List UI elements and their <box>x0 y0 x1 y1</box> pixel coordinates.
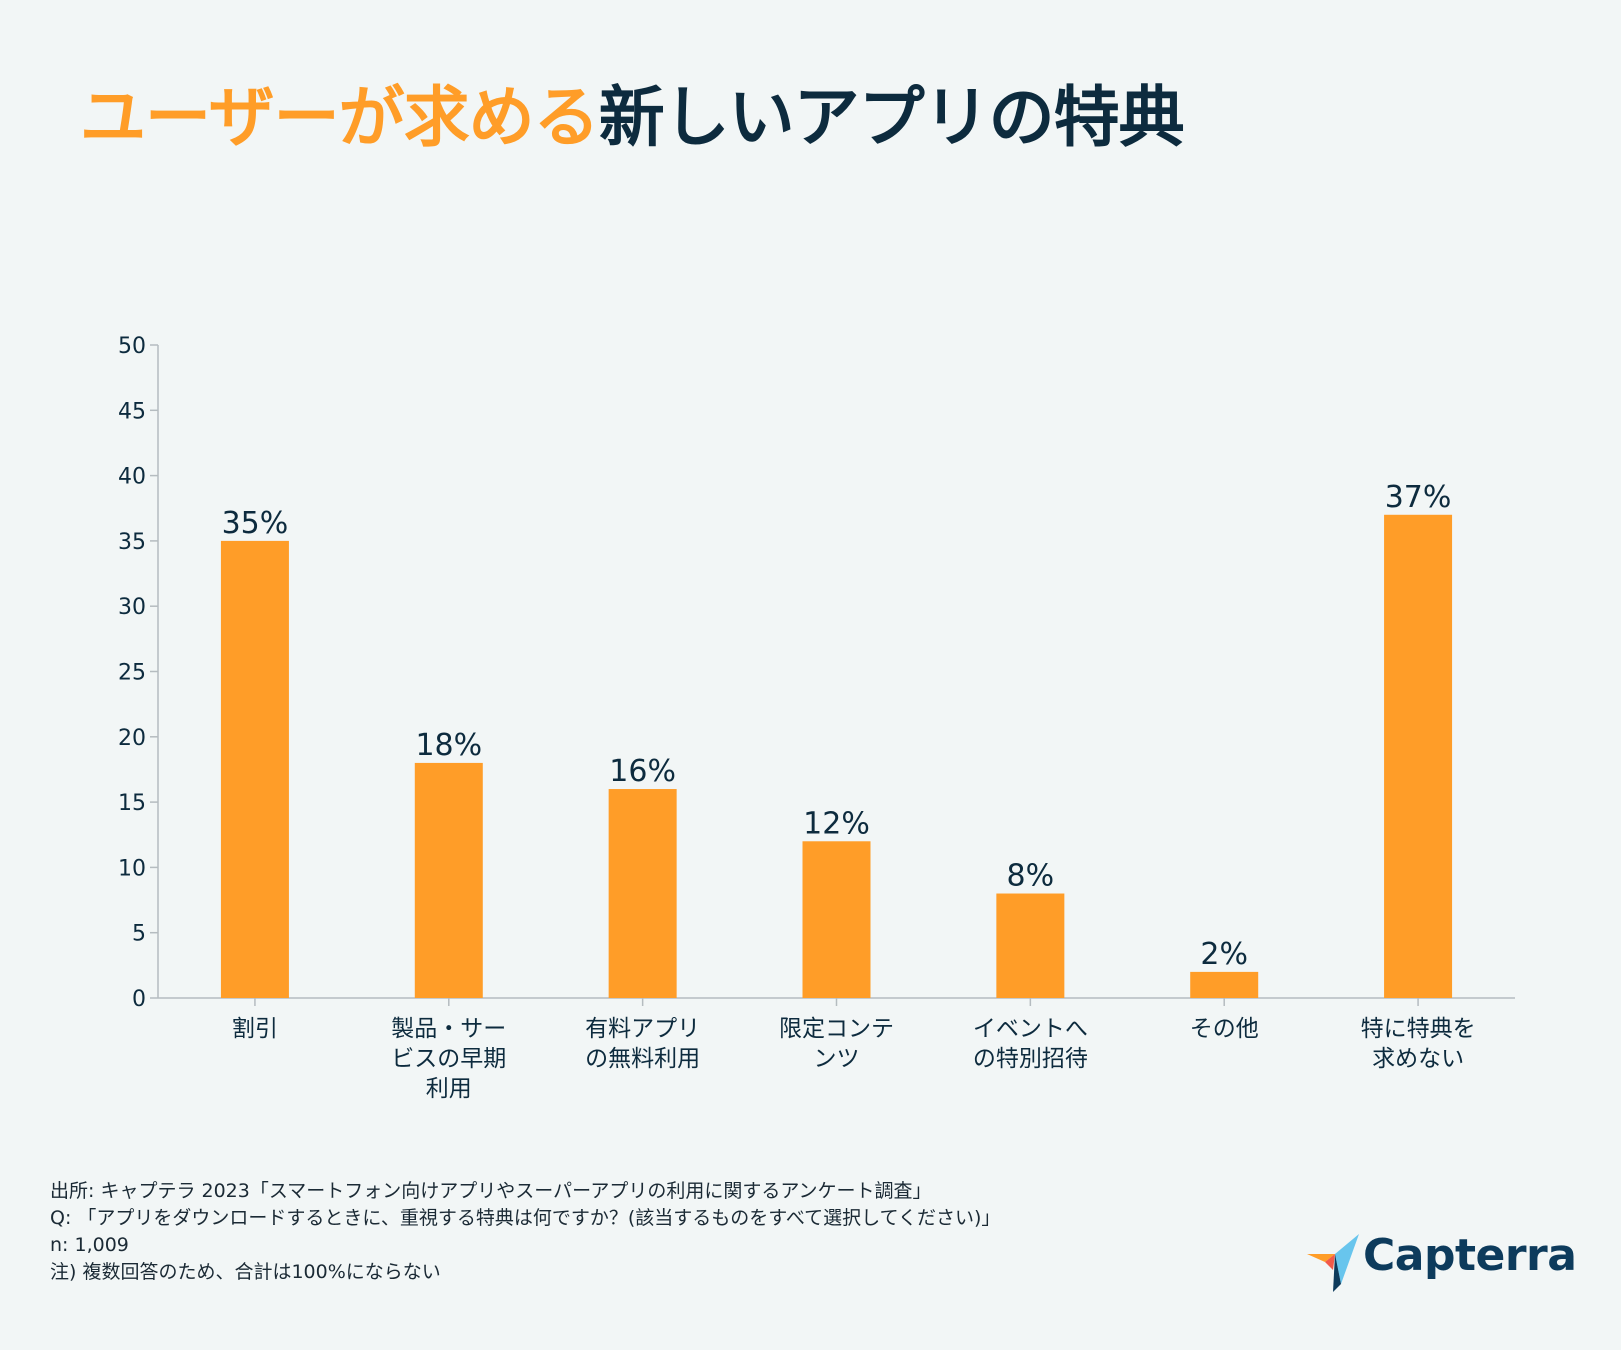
x-category-label: 有料アプリの無料利用 <box>585 1016 700 1072</box>
bar <box>1190 971 1259 998</box>
sample-size: n: 1,009 <box>50 1234 129 1256</box>
bar-data-label: 16% <box>609 754 676 789</box>
x-category-label: イベントへの特別招待 <box>973 1016 1088 1072</box>
bar-chart: 0 5 10 15 20 25 30 35 40 45 50 35% 割引 18% 製品・サービスの早期利用… <box>118 334 1515 1102</box>
bar <box>608 789 677 998</box>
bar-data-label: 12% <box>803 806 870 841</box>
bar <box>996 893 1065 998</box>
logo-wordmark: Capterra <box>1363 1230 1577 1281</box>
y-tick-label: 5 <box>132 922 146 947</box>
x-category-label-line: 利用 <box>426 1076 472 1102</box>
footnote: 注) 複数回答のため、合計は100%にならない <box>50 1261 441 1283</box>
bar-data-label: 8% <box>1007 859 1055 894</box>
bar <box>802 841 871 998</box>
y-tick-label: 50 <box>118 334 146 359</box>
bar <box>414 762 483 998</box>
capterra-arrow-icon <box>1307 1234 1359 1292</box>
x-category-label: 特に特典を求めない <box>1361 1016 1476 1072</box>
y-tick-label: 30 <box>118 595 146 620</box>
chart-title: ユーザーが求める新しいアプリの特典 <box>80 78 1185 157</box>
x-category-label-line: 有料アプリ <box>585 1016 700 1042</box>
footer-notes: 出所: キャプテラ 2023「スマートフォン向けアプリやスーパーアプリの利用に関… <box>50 1178 1000 1286</box>
title-accent: ユーザーが求める <box>80 79 600 156</box>
x-category-label: 製品・サービスの早期利用 <box>391 1016 506 1102</box>
y-tick-label: 0 <box>132 987 146 1012</box>
bar-data-label: 35% <box>222 506 289 541</box>
y-tick-label: 40 <box>118 465 146 490</box>
y-tick-label: 45 <box>118 399 146 424</box>
y-tick-label: 35 <box>118 530 146 555</box>
x-category-label: 限定コンテンツ <box>779 1016 894 1072</box>
x-category-label-line: 割引 <box>232 1016 278 1042</box>
capterra-logo: Capterra <box>1305 1230 1577 1292</box>
x-category-label-line: の特別招待 <box>973 1046 1088 1072</box>
x-category-label: その他 <box>1190 1016 1259 1042</box>
y-tick-label: 20 <box>118 726 146 751</box>
x-category-label: 割引 <box>232 1016 278 1042</box>
bar <box>220 540 289 998</box>
x-category-label-line: ビスの早期 <box>391 1046 506 1072</box>
x-category-label-line: 求めない <box>1372 1046 1464 1072</box>
x-category-label-line: 製品・サー <box>391 1016 506 1042</box>
x-category-label-line: の無料利用 <box>585 1046 700 1072</box>
bar-data-label: 2% <box>1200 937 1248 972</box>
x-category-label-line: 特に特典を <box>1361 1016 1476 1042</box>
question-note: Q: 「アプリをダウンロードするときに、重視する特典は何ですか？(該当するものを… <box>50 1207 1001 1229</box>
x-category-label-line: 限定コンテ <box>779 1016 894 1042</box>
y-tick-label: 25 <box>118 661 146 686</box>
y-tick-label: 10 <box>118 856 146 881</box>
x-category-label-line: イベントへ <box>973 1016 1088 1042</box>
y-tick-label: 15 <box>118 791 146 816</box>
x-category-label-line: ンツ <box>814 1046 860 1072</box>
bar <box>1384 514 1453 998</box>
bar-data-label: 37% <box>1385 480 1452 515</box>
source-note: 出所: キャプテラ 2023「スマートフォン向けアプリやスーパーアプリの利用に関… <box>50 1180 932 1202</box>
x-category-label-line: その他 <box>1190 1016 1259 1042</box>
title-main: 新しいアプリの特典 <box>598 79 1185 156</box>
bar-data-label: 18% <box>415 728 482 763</box>
